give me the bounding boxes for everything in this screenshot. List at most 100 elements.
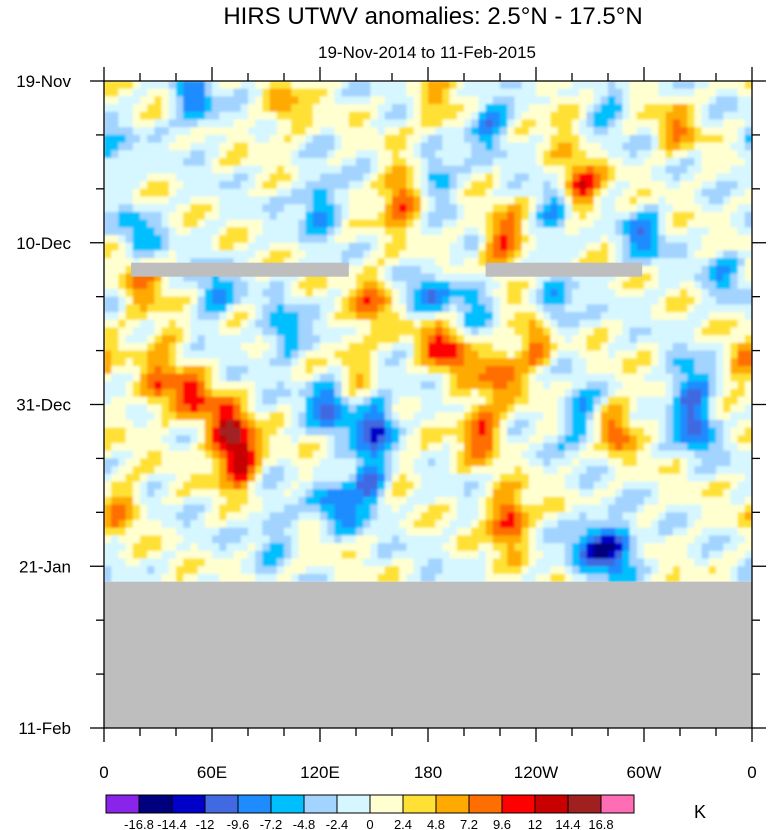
field-cell bbox=[528, 312, 537, 321]
field-cell bbox=[528, 235, 537, 244]
field-cell bbox=[276, 158, 285, 167]
field-cell bbox=[161, 81, 170, 90]
field-cell bbox=[694, 204, 703, 213]
field-cell bbox=[298, 235, 307, 244]
field-cell bbox=[665, 473, 674, 483]
field-cell bbox=[608, 412, 616, 421]
field-cell bbox=[147, 134, 155, 144]
field-cell bbox=[377, 165, 386, 175]
field-cell bbox=[550, 235, 559, 244]
field-cell bbox=[694, 173, 703, 182]
field-cell bbox=[176, 335, 184, 344]
field-cell bbox=[557, 219, 566, 228]
field-cell bbox=[608, 173, 616, 182]
field-cell bbox=[485, 419, 494, 429]
field-cell bbox=[420, 396, 429, 406]
field-cell bbox=[305, 173, 314, 182]
field-cell bbox=[334, 466, 343, 475]
field-cell bbox=[528, 173, 537, 182]
field-cell bbox=[586, 165, 595, 175]
field-cell bbox=[140, 373, 148, 382]
field-cell bbox=[737, 327, 746, 336]
field-cell bbox=[356, 466, 364, 475]
field-cell bbox=[672, 227, 681, 236]
field-cell bbox=[348, 227, 357, 236]
field-cell bbox=[248, 211, 256, 221]
field-cell bbox=[327, 250, 335, 259]
field-cell bbox=[140, 104, 148, 113]
field-cell bbox=[694, 489, 703, 498]
field-cell bbox=[212, 119, 220, 128]
field-cell bbox=[377, 242, 386, 252]
field-cell bbox=[723, 158, 731, 167]
field-cell bbox=[586, 158, 595, 167]
field-cell bbox=[240, 419, 249, 429]
field-cell bbox=[471, 258, 479, 267]
field-cell bbox=[399, 88, 407, 97]
field-cell bbox=[651, 435, 659, 444]
field-cell bbox=[593, 211, 602, 221]
field-cell bbox=[377, 281, 386, 290]
field-cell bbox=[118, 204, 127, 213]
field-cell bbox=[183, 319, 191, 329]
field-cell bbox=[449, 181, 458, 190]
field-cell bbox=[406, 165, 415, 175]
field-cell bbox=[622, 350, 631, 359]
field-cell bbox=[478, 88, 487, 97]
field-cell bbox=[262, 204, 271, 213]
field-cell bbox=[356, 150, 364, 159]
field-cell bbox=[564, 466, 573, 475]
field-cell bbox=[572, 111, 580, 121]
field-cell bbox=[341, 450, 350, 460]
field-cell bbox=[507, 281, 515, 290]
field-cell bbox=[723, 458, 731, 467]
field-cell bbox=[204, 181, 213, 190]
field-cell bbox=[485, 396, 494, 406]
field-cell bbox=[723, 104, 731, 113]
field-cell bbox=[442, 427, 451, 436]
field-cell bbox=[687, 404, 695, 413]
field-cell bbox=[687, 196, 695, 205]
field-cell bbox=[514, 165, 523, 175]
field-cell bbox=[471, 158, 479, 167]
field-cell bbox=[420, 258, 429, 267]
field-cell bbox=[111, 142, 119, 151]
field-cell bbox=[284, 281, 292, 290]
field-cell bbox=[557, 119, 566, 128]
field-cell bbox=[744, 489, 752, 498]
field-cell bbox=[636, 273, 645, 282]
field-cell bbox=[651, 188, 659, 198]
field-cell bbox=[320, 150, 328, 159]
field-cell bbox=[413, 165, 422, 175]
field-cell bbox=[240, 88, 249, 97]
field-cell bbox=[730, 304, 739, 313]
field-cell bbox=[262, 196, 271, 205]
field-cell bbox=[550, 458, 559, 467]
field-cell bbox=[125, 443, 134, 452]
field-cell bbox=[406, 158, 415, 167]
field-cell bbox=[572, 150, 580, 159]
field-cell bbox=[658, 296, 667, 305]
field-cell bbox=[420, 496, 429, 506]
field-cell bbox=[118, 496, 127, 506]
field-cell bbox=[593, 358, 602, 367]
field-cell bbox=[341, 211, 350, 221]
field-cell bbox=[507, 96, 515, 105]
field-cell bbox=[118, 188, 127, 198]
field-cell bbox=[212, 342, 220, 352]
field-cell bbox=[298, 211, 307, 221]
field-cell bbox=[284, 458, 292, 467]
field-cell bbox=[572, 242, 580, 252]
field-cell bbox=[730, 281, 739, 290]
field-cell bbox=[240, 273, 249, 282]
field-cell bbox=[572, 296, 580, 305]
field-cell bbox=[348, 504, 357, 513]
field-cell bbox=[586, 250, 595, 259]
field-cell bbox=[291, 111, 299, 121]
field-cell bbox=[176, 412, 184, 421]
field-cell bbox=[399, 427, 407, 436]
field-cell bbox=[680, 443, 688, 452]
field-cell bbox=[341, 235, 350, 244]
field-cell bbox=[701, 481, 710, 490]
field-cell bbox=[514, 489, 523, 498]
